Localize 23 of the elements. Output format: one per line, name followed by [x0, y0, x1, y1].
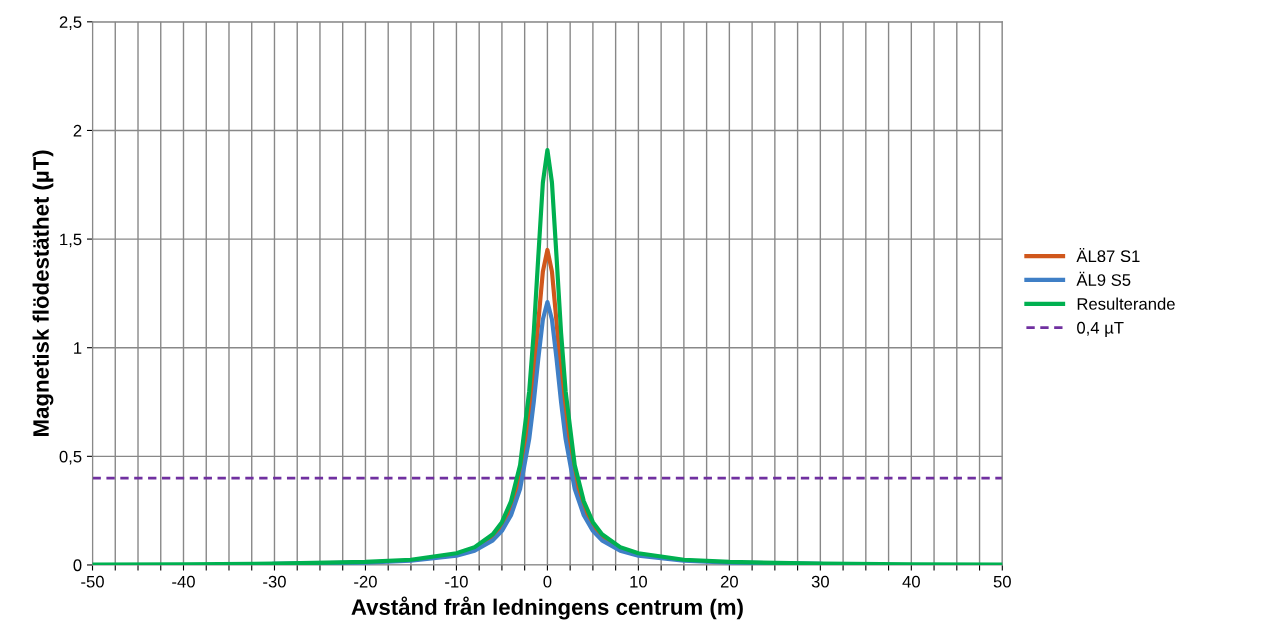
- x-tick-label: -40: [172, 575, 195, 588]
- x-tick-label: 10: [630, 575, 648, 588]
- y-axis-title: Magnetisk flödestäthet (µT): [32, 150, 54, 436]
- x-tick-label: 50: [993, 575, 1011, 588]
- x-axis-title: Avstånd från ledningens centrum (m): [351, 596, 743, 620]
- x-tick-label: -50: [81, 575, 104, 588]
- x-tick-label: 30: [811, 575, 829, 588]
- x-tick-label: -20: [354, 575, 377, 588]
- y-tick-label: 1,5: [60, 233, 82, 248]
- y-tick-label: 1: [74, 342, 82, 354]
- legend-label: ÄL87 S1: [1076, 247, 1140, 263]
- legend-label: 0,4 µT: [1077, 321, 1124, 337]
- y-tick-label: 2,5: [59, 16, 82, 30]
- x-tick-label: 40: [902, 575, 920, 588]
- legend-label: Resulterande: [1077, 297, 1175, 310]
- y-tick-label: 2: [73, 124, 82, 137]
- x-tick-label: 20: [720, 575, 738, 588]
- x-tick-label: -30: [263, 575, 286, 588]
- y-tick-label: 0,5: [59, 450, 82, 465]
- y-tick-label: 0: [73, 559, 82, 572]
- x-tick-label: -10: [445, 575, 468, 588]
- legend-label: ÄL9 S5: [1076, 271, 1131, 286]
- x-tick-label: 0: [543, 575, 552, 588]
